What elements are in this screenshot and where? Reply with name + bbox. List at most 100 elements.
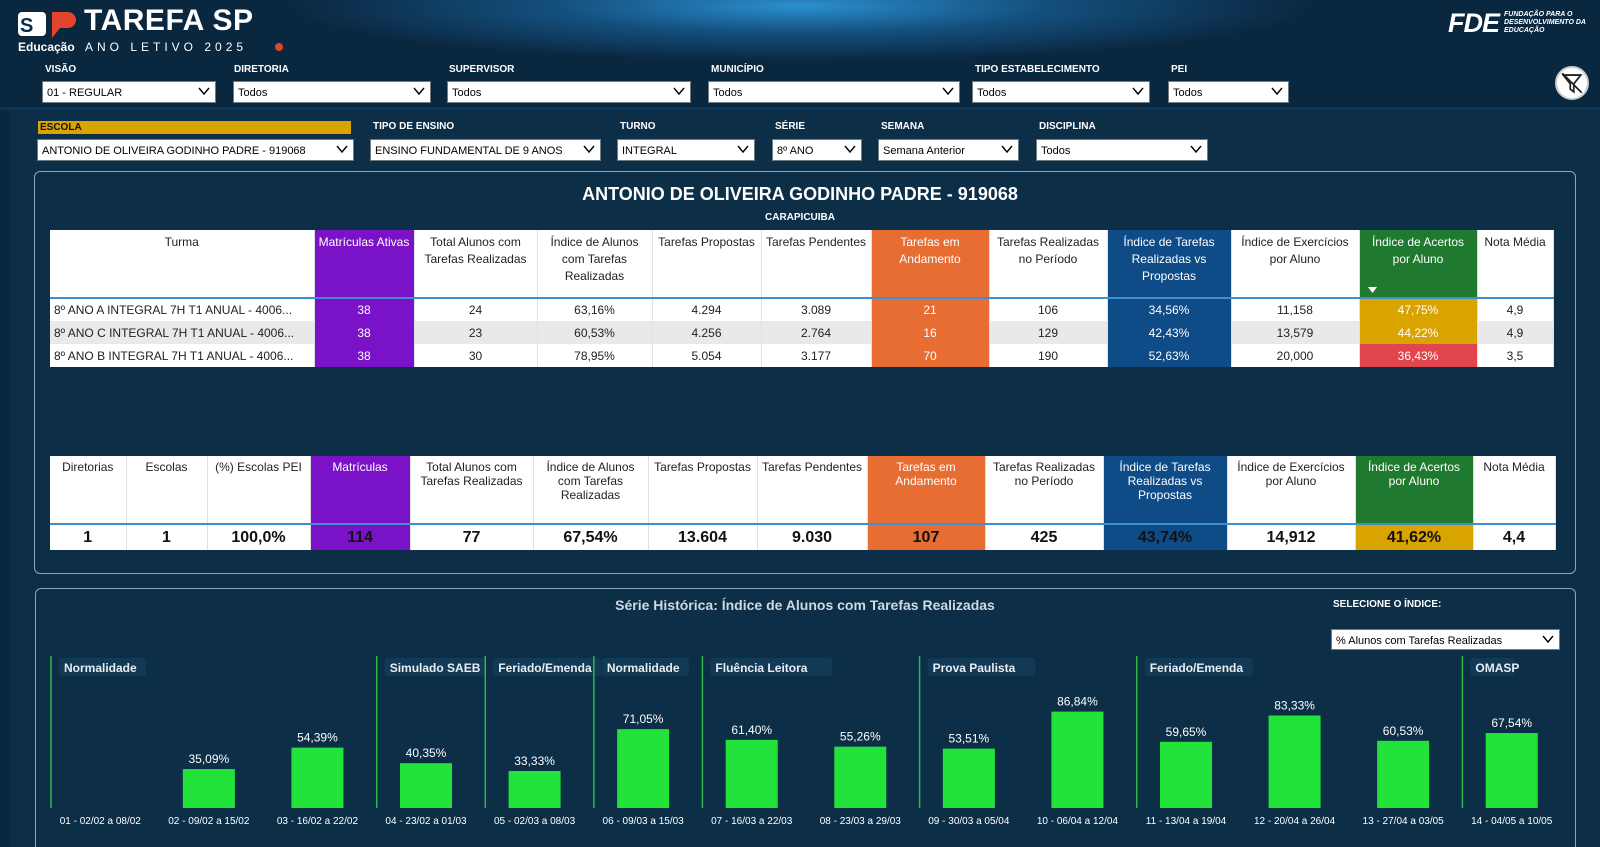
dropdown-tipo-estabelecimento[interactable]: Todos — [972, 81, 1150, 103]
table-row[interactable]: 8º ANO C INTEGRAL 7H T1 ANUAL - 4006... 3… — [50, 321, 1554, 344]
serie-title: Série Histórica: Índice de Alunos com Ta… — [615, 597, 995, 613]
x-tick-label: 02 - 09/02 a 15/02 — [168, 816, 250, 827]
dropdown-pei[interactable]: Todos — [1168, 81, 1289, 103]
column-header[interactable]: Tarefas Pendentes — [761, 230, 872, 299]
column-header[interactable]: Índice de Exercícios por Aluno — [1227, 456, 1356, 525]
chevron-down-icon — [1190, 145, 1202, 154]
column-header[interactable]: Índice de Alunos com Tarefas Realizadas — [537, 230, 653, 299]
turma-cell: 8º ANO B INTEGRAL 7H T1 ANUAL - 4006... — [50, 344, 315, 367]
total-cell: 114 — [310, 524, 411, 550]
dropdown-value: Todos — [238, 87, 268, 99]
x-tick-label: 09 - 30/03 a 05/04 — [928, 816, 1010, 827]
dropdown-serie[interactable]: 8º ANO — [772, 139, 862, 161]
column-header[interactable]: Nota Média — [1473, 456, 1556, 525]
chevron-down-icon — [413, 87, 425, 96]
filter-label-turno: TURNO — [620, 121, 656, 132]
filter-label-serie: SÉRIE — [775, 121, 806, 132]
dropdown-visao[interactable]: 01 - REGULAR — [42, 81, 216, 103]
column-header[interactable]: Índice de Exercícios por Aluno — [1231, 230, 1360, 299]
bar-value-label: 53,51% — [949, 732, 990, 746]
x-tick-label: 12 - 20/04 a 26/04 — [1254, 816, 1336, 827]
totals-row: 1 1 100,0% 114 77 67,54% 13.604 9.030 10… — [50, 524, 1556, 550]
table-cell: 38 — [314, 344, 415, 367]
column-header[interactable]: Índice de Tarefas Realizadas vs Proposta… — [1107, 230, 1232, 299]
column-header[interactable]: Matrículas — [310, 456, 411, 525]
table-cell: 60,53% — [537, 321, 653, 344]
column-header[interactable]: Tarefas Propostas — [652, 230, 762, 299]
column-header[interactable]: Índice de Tarefas Realizadas vs Proposta… — [1103, 456, 1228, 525]
table-cell: 3.089 — [761, 298, 872, 321]
column-header[interactable]: Índice de Alunos com Tarefas Realizadas — [533, 456, 649, 525]
column-header[interactable]: Escolas — [126, 456, 208, 525]
dropdown-municipio[interactable]: Todos — [708, 81, 960, 103]
column-header[interactable]: Diretorias — [50, 456, 127, 525]
dropdown-tipo-ensino[interactable]: ENSINO FUNDAMENTAL DE 9 ANOS — [370, 139, 601, 161]
dropdown-diretoria[interactable]: Todos — [233, 81, 431, 103]
dropdown-turno[interactable]: INTEGRAL — [617, 139, 755, 161]
column-header[interactable]: Matrículas Ativas — [314, 230, 415, 299]
table-cell: 63,16% — [537, 298, 653, 321]
x-tick-label: 07 - 16/03 a 22/03 — [711, 816, 793, 827]
filter-label-diretoria: DIRETORIA — [234, 64, 289, 75]
chevron-down-icon — [198, 87, 210, 96]
dropdown-escola[interactable]: ANTONIO DE OLIVEIRA GODINHO PADRE - 9190… — [37, 139, 354, 161]
dropdown-supervisor[interactable]: Todos — [447, 81, 691, 103]
total-cell: 43,74% — [1103, 524, 1228, 550]
bar-value-label: 59,65% — [1166, 725, 1207, 739]
x-tick-label: 04 - 23/02 a 01/03 — [385, 816, 467, 827]
table-cell: 3,5 — [1477, 344, 1554, 367]
dropdown-indice[interactable]: % Alunos com Tarefas Realizadas — [1331, 629, 1560, 650]
status-dot — [275, 43, 283, 51]
bar — [291, 747, 344, 808]
dropdown-value: Todos — [1173, 87, 1203, 99]
column-header[interactable]: Nota Média — [1477, 230, 1554, 299]
column-header[interactable]: Índice de Acertos por Aluno — [1355, 456, 1474, 525]
column-header[interactable]: Tarefas Pendentes — [757, 456, 868, 525]
event-label-bg — [710, 658, 833, 676]
total-cell: 14,912 — [1227, 524, 1356, 550]
column-header[interactable]: Tarefas em Andamento — [871, 230, 990, 299]
chevron-down-icon — [1132, 87, 1144, 96]
table-cell: 34,56% — [1107, 298, 1232, 321]
table-row[interactable]: 8º ANO A INTEGRAL 7H T1 ANUAL - 4006... 3… — [50, 298, 1554, 321]
event-label-bg — [59, 658, 146, 676]
column-header[interactable]: Tarefas Realizadas no Período — [989, 230, 1108, 299]
chevron-down-icon — [737, 145, 749, 154]
bar — [1160, 741, 1212, 808]
column-header[interactable]: Tarefas Realizadas no Período — [985, 456, 1104, 525]
column-header[interactable]: Tarefas em Andamento — [867, 456, 986, 525]
table-cell: 13,579 — [1231, 321, 1360, 344]
fde-mark: FDE — [1448, 8, 1500, 38]
bar-value-label: 86,84% — [1057, 695, 1098, 709]
column-header[interactable]: Total Alunos com Tarefas Realizadas — [414, 230, 538, 299]
column-header-sorted[interactable]: Índice de Acertos por Aluno — [1359, 230, 1478, 299]
dropdown-value: Todos — [713, 87, 743, 99]
bar-value-label: 60,53% — [1383, 724, 1424, 738]
clear-filter-icon[interactable] — [1555, 66, 1589, 100]
filter-label-tipo-ensino: TIPO DE ENSINO — [373, 121, 455, 132]
table-cell: 36,43% — [1359, 344, 1478, 367]
dropdown-semana[interactable]: Semana Anterior — [878, 139, 1019, 161]
event-label: Prova Paulista — [933, 661, 1016, 675]
x-tick-label: 01 - 02/02 a 08/02 — [60, 816, 142, 827]
left-strip — [0, 110, 10, 847]
event-label-bg — [493, 658, 602, 676]
table-row[interactable]: 8º ANO B INTEGRAL 7H T1 ANUAL - 4006... 3… — [50, 344, 1554, 367]
chevron-down-icon — [1271, 87, 1283, 96]
bar — [617, 729, 670, 808]
column-header[interactable]: (%) Escolas PEI — [207, 456, 311, 525]
turma-cell: 8º ANO C INTEGRAL 7H T1 ANUAL - 4006... — [50, 321, 315, 344]
table-cell: 4,9 — [1477, 321, 1554, 344]
dropdown-disciplina[interactable]: Todos — [1036, 139, 1208, 161]
bar — [400, 763, 452, 808]
dropdown-value: 01 - REGULAR — [47, 87, 123, 99]
bar — [942, 748, 995, 808]
bar-value-label: 54,39% — [297, 731, 338, 745]
column-header[interactable]: Tarefas Propostas — [648, 456, 758, 525]
column-header[interactable]: Total Alunos com Tarefas Realizadas — [410, 456, 534, 525]
bar-value-label: 33,33% — [514, 754, 555, 768]
dropdown-value: Todos — [452, 87, 482, 99]
bar-value-label: 67,54% — [1491, 716, 1532, 730]
column-header[interactable]: Turma — [50, 230, 315, 299]
event-label: Normalidade — [607, 661, 680, 675]
